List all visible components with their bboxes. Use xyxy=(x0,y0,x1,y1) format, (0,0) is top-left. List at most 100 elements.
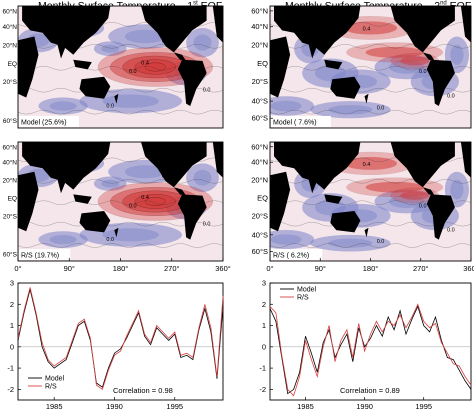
land-mass xyxy=(390,142,455,188)
y-tick-label: 0 xyxy=(262,342,266,351)
lat-tick-label: 20°S xyxy=(252,211,268,220)
contour-value-label: 0.0 xyxy=(162,39,170,45)
y-tick-label: 0 xyxy=(10,342,14,351)
map-panel-eof2-model: 0.0 0.0 0.0 0.0 0.4 Model ( 7.6%) xyxy=(269,5,472,129)
contour-max-label: 0.4 xyxy=(141,195,149,201)
cool-anomaly-core xyxy=(193,169,212,186)
lat-tick-label: EQ xyxy=(8,61,17,68)
contour-value-label: 0.0 xyxy=(377,106,385,112)
land-mass xyxy=(177,59,207,106)
map-frame xyxy=(269,5,472,129)
legend-label: Model xyxy=(45,376,65,383)
cool-anomaly-core xyxy=(101,179,120,188)
land-mass xyxy=(18,171,39,232)
x-tick-label: 1985 xyxy=(46,402,63,411)
y-tick-label: 3 xyxy=(10,279,14,288)
series-line-rs xyxy=(17,287,224,391)
legend-label: Model xyxy=(297,287,317,294)
series-line-rs xyxy=(269,303,472,397)
land-mass xyxy=(18,36,39,98)
land-mass xyxy=(330,76,361,99)
cool-anomaly-patch xyxy=(186,27,219,58)
land-mass xyxy=(270,171,291,232)
chart-frame xyxy=(17,282,224,401)
map-caption-text: Model (25.6%) xyxy=(21,120,67,127)
lon-tick-label: 90° xyxy=(315,264,326,273)
cool-anomaly-core xyxy=(270,100,302,112)
warm-anomaly-core xyxy=(400,191,430,200)
x-tick-label: 1995 xyxy=(166,402,183,411)
map-panel-eof1-model: 0.0 0.0 0.0 0.0 0.4 Model (25.6%) xyxy=(17,5,224,129)
warm-anomaly-contour xyxy=(144,62,166,72)
land-mass xyxy=(212,6,223,43)
lat-tick-label: EQ xyxy=(8,195,17,202)
warm-anomaly-core xyxy=(343,156,398,170)
contour-value-label: 0.0 xyxy=(129,203,137,209)
land-mass xyxy=(460,6,471,43)
map-panel-eof1-rs: 0.0 0.0 0.0 0.0 0.4 R/S (19.7%) xyxy=(17,141,224,262)
land-mass xyxy=(364,93,369,104)
cool-anomaly-core xyxy=(193,34,212,51)
map-caption-text: R/S ( 6.2%) xyxy=(273,253,309,260)
lat-tick-label: EQ xyxy=(257,193,268,202)
lon-tick-label: 360° xyxy=(463,264,474,273)
land-mass xyxy=(324,194,343,204)
x-tick-label: 1995 xyxy=(415,402,432,411)
x-tick-label: 1990 xyxy=(356,402,373,411)
cool-anomaly-patch xyxy=(310,101,391,119)
lon-tick-label: 270° xyxy=(164,264,180,273)
lat-tick-label: 20°N xyxy=(251,41,268,50)
lat-tick-label: 60°S xyxy=(252,247,268,256)
cool-anomaly-core xyxy=(49,101,77,111)
map-caption: R/S ( 6.2%) xyxy=(271,249,323,260)
contour-max-label: 0.4 xyxy=(363,26,371,32)
land-mass xyxy=(274,142,361,190)
contour-line xyxy=(18,44,223,49)
map-caption-box xyxy=(19,249,71,260)
correlation-annotation: Correlation = 0.89 xyxy=(340,386,400,395)
land-mass xyxy=(22,6,111,55)
cool-anomaly-core xyxy=(124,29,166,44)
cool-anomaly-patch xyxy=(310,234,391,252)
lat-tick-label: 20°S xyxy=(3,78,18,86)
map-caption: Model (25.6%) xyxy=(19,116,79,127)
map-caption-box xyxy=(19,116,79,127)
land-mass xyxy=(330,211,361,233)
land-mass xyxy=(364,227,369,238)
map-caption-box xyxy=(271,116,331,127)
lon-tick-label: 90° xyxy=(64,264,75,273)
land-mass xyxy=(422,187,435,196)
land-mass xyxy=(308,42,319,59)
lat-tick-label: 40°S xyxy=(252,230,268,239)
contour-value-label: 0.0 xyxy=(106,237,114,243)
land-mass xyxy=(22,142,111,190)
contour-value-label: 0.0 xyxy=(203,87,211,93)
warm-anomaly-contour xyxy=(144,197,166,206)
contour-value-label: 0.0 xyxy=(162,174,170,180)
contour-value-label: 0.0 xyxy=(129,69,137,75)
cool-anomaly-patch xyxy=(270,230,315,250)
series-line-model xyxy=(17,289,224,388)
cool-anomaly-patch xyxy=(186,163,219,192)
lat-tick-label: 60°N xyxy=(251,6,268,15)
land-mass xyxy=(173,52,187,61)
legend-label: R/S xyxy=(297,295,309,302)
x-tick-label: 1990 xyxy=(106,402,123,411)
lon-tick-label: 360° xyxy=(215,264,231,273)
cool-anomaly-core xyxy=(328,105,373,115)
map-caption-text: R/S (19.7%) xyxy=(21,253,59,260)
cool-anomaly-core xyxy=(328,238,373,248)
contour-value-label: 0.0 xyxy=(347,221,355,227)
warm-anomaly-core xyxy=(343,21,398,35)
y-tick-label: 1 xyxy=(10,321,14,330)
land-mass xyxy=(422,52,435,61)
lat-tick-label: 60°N xyxy=(2,143,17,151)
land-mass xyxy=(390,6,455,53)
legend-label: R/S xyxy=(45,384,57,391)
land-mass xyxy=(79,211,111,233)
warm-anomaly-core xyxy=(365,46,424,58)
lon-tick-label: 180° xyxy=(113,264,129,273)
lat-tick-label: 40°S xyxy=(252,97,268,106)
